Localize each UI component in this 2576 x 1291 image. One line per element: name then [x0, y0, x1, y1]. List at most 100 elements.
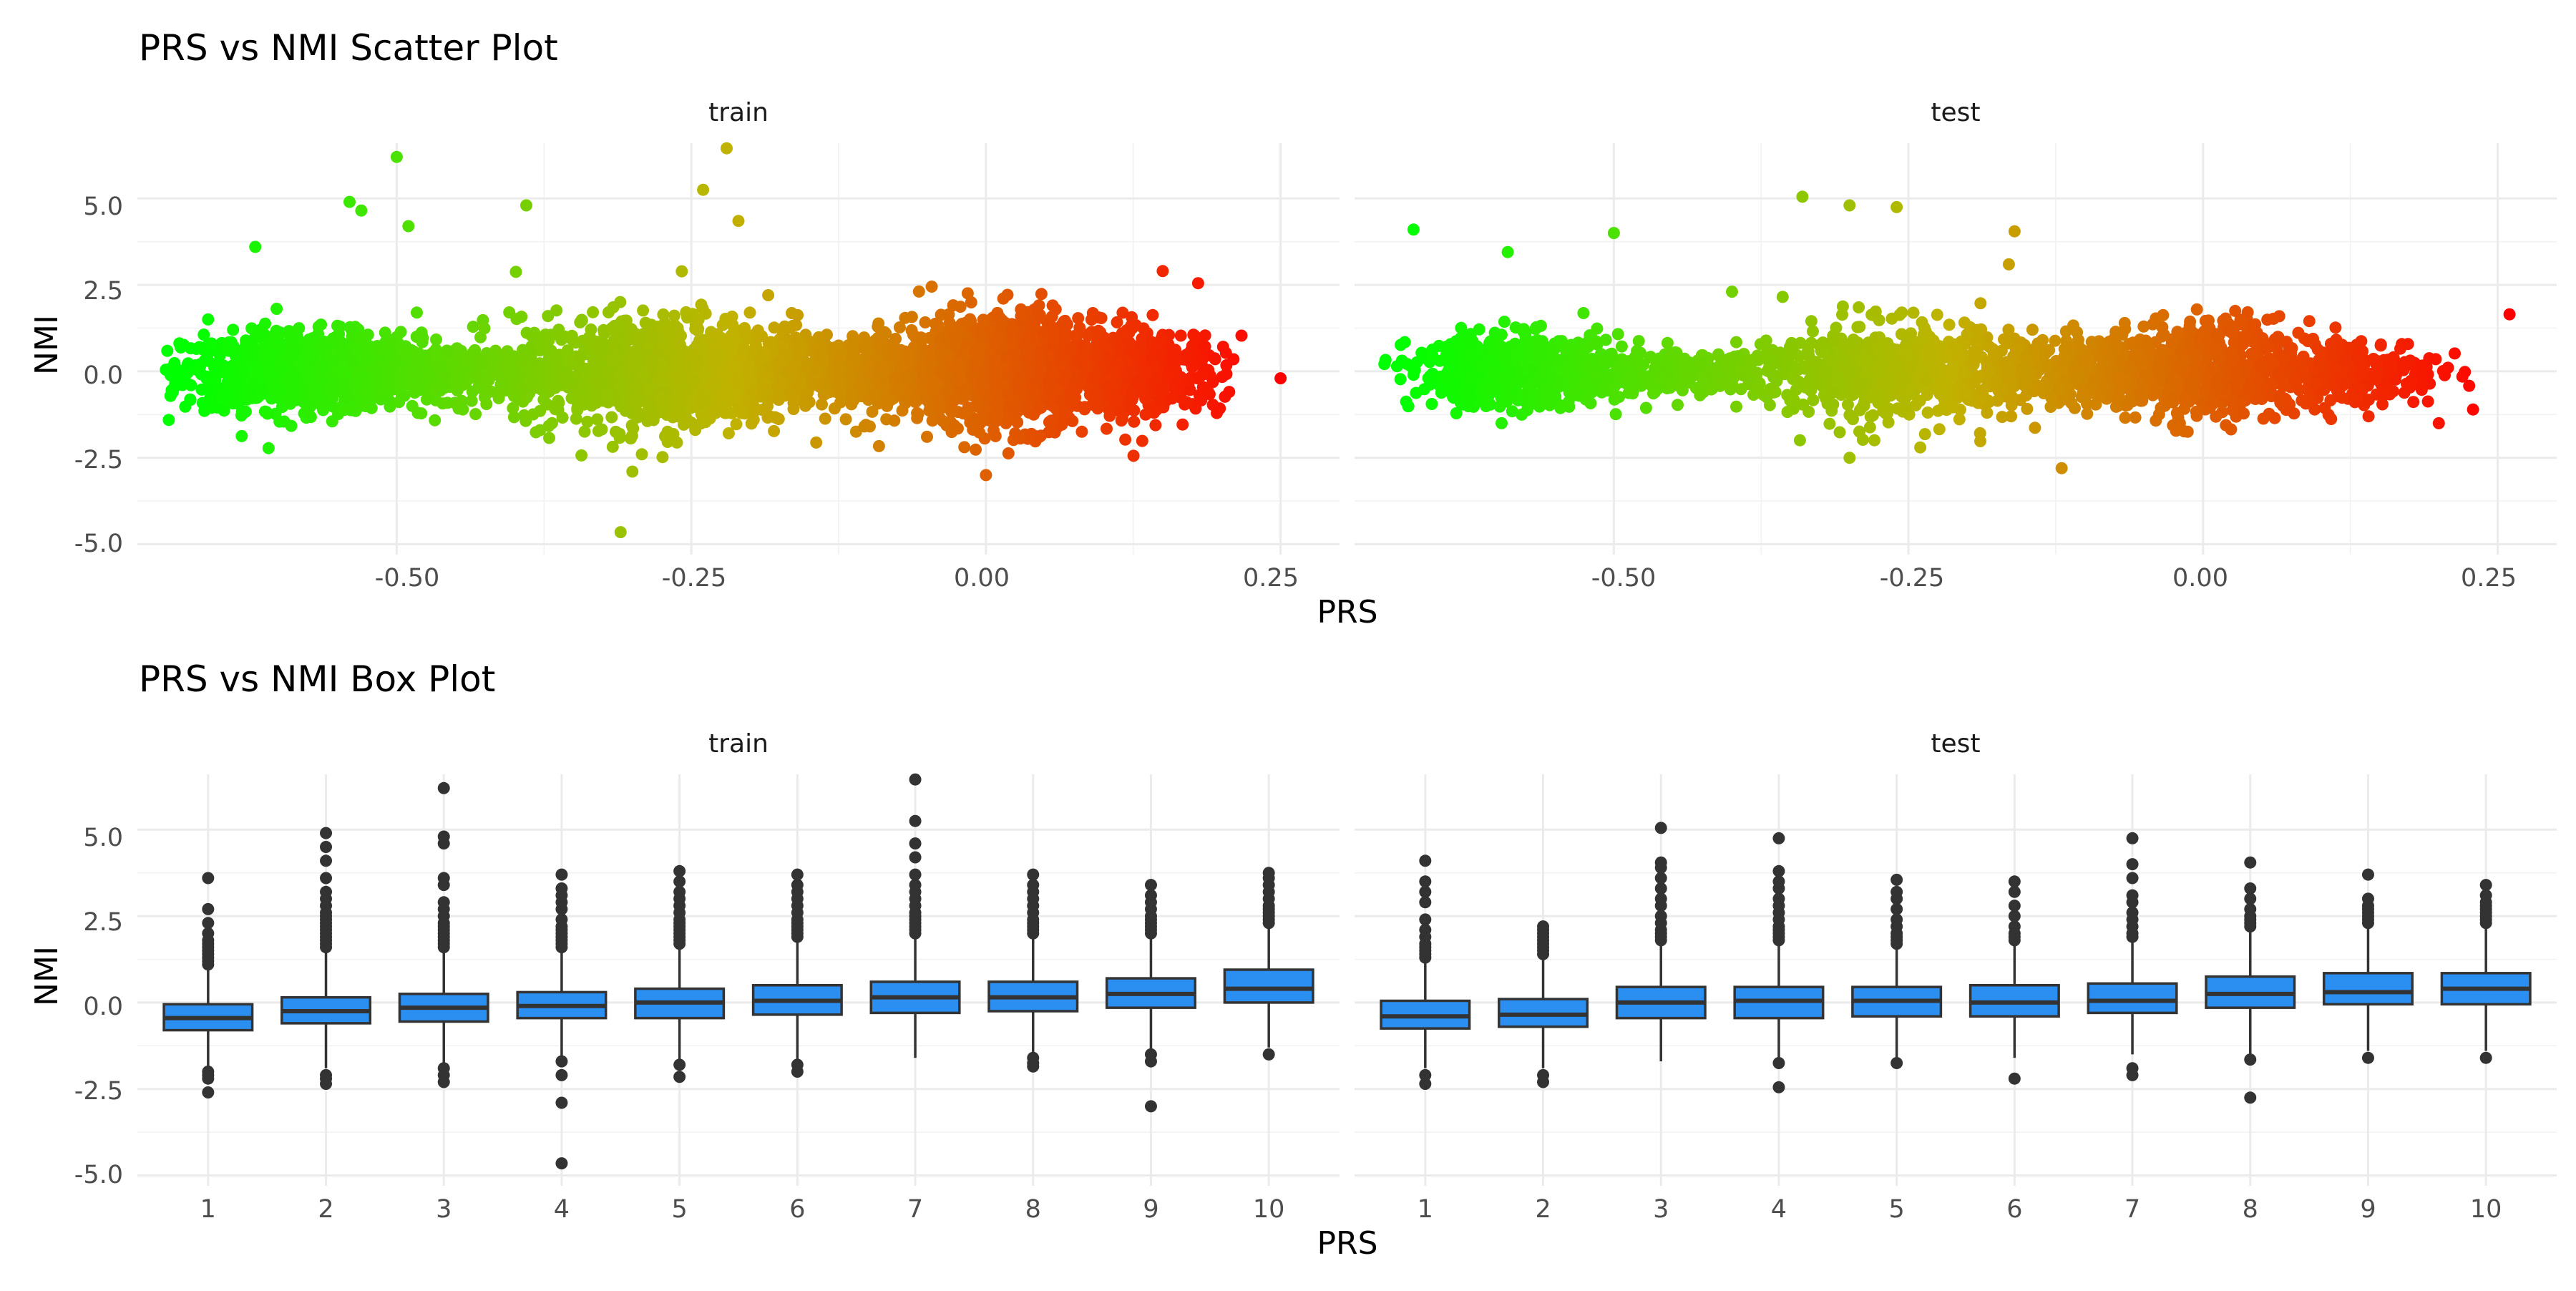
scatter-point: [1169, 357, 1181, 369]
scatter-point: [638, 371, 650, 383]
scatter-point: [1175, 330, 1187, 342]
scatter-point: [1116, 413, 1128, 425]
scatter-point: [1090, 347, 1102, 359]
scatter-point: [888, 414, 900, 427]
scatter-point: [263, 442, 275, 454]
scatter-point: [988, 338, 1000, 350]
scatter-point: [552, 323, 565, 336]
scatter-point: [726, 330, 738, 342]
scatter-point: [294, 359, 306, 371]
scatter-point: [264, 368, 276, 380]
scatter-point: [661, 330, 673, 342]
scatter-point: [1192, 277, 1204, 289]
scatter-panel-test: [1355, 143, 2557, 555]
scatter-point: [1126, 311, 1138, 323]
scatter-point: [602, 306, 615, 318]
scatter-point: [375, 393, 387, 405]
scatter-point: [1223, 386, 1235, 398]
scatter-point: [967, 415, 980, 427]
scatter-point: [721, 379, 733, 391]
scatter-point: [937, 415, 949, 427]
scatter-point: [238, 365, 250, 377]
scatter-point: [167, 386, 179, 398]
scatter-point: [1013, 431, 1025, 443]
scatter-point: [542, 334, 555, 346]
scatter-point: [990, 366, 1002, 378]
scatter-point: [674, 341, 686, 353]
scatter-point: [945, 406, 957, 418]
scatter-point: [1078, 403, 1091, 415]
scatter-point: [703, 360, 716, 372]
scatter-point: [574, 316, 586, 328]
scatter-point: [894, 321, 906, 333]
scatter-point: [958, 389, 970, 401]
scatter-point: [451, 376, 463, 389]
scatter-point: [413, 347, 425, 359]
scatter-point: [924, 359, 937, 371]
scatter-point: [415, 407, 427, 419]
scatter-point: [537, 394, 550, 406]
scatter-point: [246, 336, 258, 348]
scatter-point: [819, 388, 831, 400]
scatter-point: [1136, 435, 1148, 447]
scatter-point: [947, 299, 960, 311]
scatter-point: [733, 215, 745, 227]
scatter-point: [721, 142, 733, 155]
scatter-point: [1035, 401, 1048, 414]
scatter-point: [1075, 426, 1088, 438]
scatter-point: [317, 404, 329, 416]
scatter-point: [605, 411, 618, 424]
scatter-train-points: [160, 142, 1287, 538]
scatter-point: [629, 345, 641, 357]
scatter-point: [608, 324, 620, 336]
scatter-point: [626, 366, 638, 379]
scatter-point: [743, 357, 755, 369]
scatter-point: [530, 379, 542, 391]
scatter-point: [381, 351, 394, 363]
scatter-point: [327, 332, 339, 344]
scatter-point: [810, 437, 822, 449]
scatter-point: [873, 440, 885, 452]
scatter-point: [762, 289, 774, 301]
scatter-point: [1610, 408, 1622, 420]
scatter-point: [860, 344, 872, 356]
scatter-point: [1153, 395, 1165, 407]
scatter-point: [900, 372, 912, 384]
scatter-point: [205, 401, 218, 414]
scatter-point: [680, 412, 693, 424]
scatter-point: [340, 384, 352, 396]
scatter-point: [977, 313, 990, 326]
scatter-point: [1046, 321, 1058, 333]
scatter-point: [285, 381, 297, 394]
scatter-point: [284, 331, 296, 344]
scatter-point: [627, 396, 639, 409]
scatter-point: [579, 393, 591, 405]
scatter-point: [710, 374, 722, 386]
scatter-point: [723, 427, 735, 439]
scatter-point: [1149, 419, 1161, 432]
scatter-point: [844, 370, 856, 382]
scatter-point: [887, 338, 899, 351]
scatter-point: [182, 357, 194, 369]
scatter-point: [1101, 423, 1113, 435]
scatter-point: [587, 306, 599, 318]
scatter-point: [574, 351, 586, 363]
scatter-point: [833, 362, 845, 374]
scatter-point: [430, 347, 442, 359]
scatter-point: [1156, 332, 1168, 344]
scatter-point: [659, 396, 671, 409]
scatter-point: [1129, 349, 1141, 361]
scatter-point: [847, 330, 859, 342]
scatter-point: [833, 377, 845, 389]
scatter-point: [1156, 265, 1169, 277]
scatter-point: [919, 316, 932, 328]
scatter-point: [815, 331, 827, 344]
scatter-point: [1506, 405, 1518, 417]
scatter-point: [710, 407, 722, 419]
scatter-point: [469, 408, 482, 420]
scatter-point: [1126, 387, 1138, 399]
scatter-point: [867, 406, 879, 418]
scatter-point: [385, 376, 397, 388]
scatter-point: [542, 310, 554, 322]
scatter-point: [441, 345, 453, 357]
